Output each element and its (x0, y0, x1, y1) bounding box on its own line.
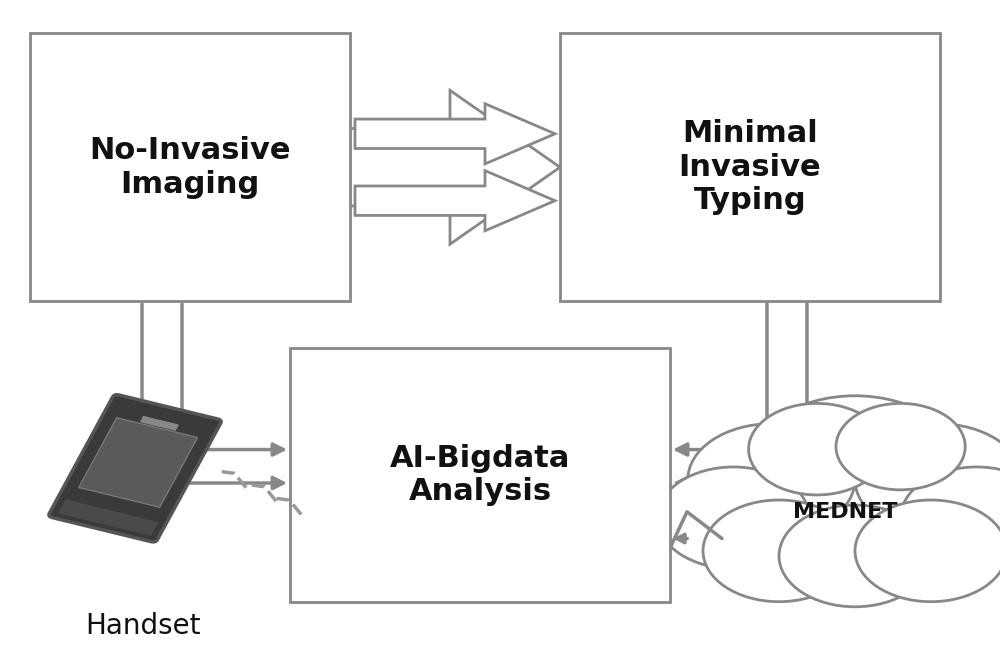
Text: Minimal
Invasive
Typing: Minimal Invasive Typing (679, 119, 821, 215)
Circle shape (855, 423, 1000, 536)
Circle shape (779, 505, 931, 607)
Polygon shape (355, 171, 555, 231)
FancyBboxPatch shape (560, 33, 940, 301)
Circle shape (749, 403, 885, 495)
Text: No-Invasive
Imaging: No-Invasive Imaging (89, 136, 291, 199)
FancyBboxPatch shape (58, 499, 158, 536)
Circle shape (901, 467, 1000, 569)
Circle shape (855, 500, 1000, 601)
FancyBboxPatch shape (30, 33, 350, 301)
FancyBboxPatch shape (141, 417, 178, 430)
Text: MEDNET: MEDNET (793, 502, 897, 522)
Text: Handset: Handset (85, 611, 200, 640)
Circle shape (749, 396, 961, 538)
Circle shape (657, 467, 809, 569)
Circle shape (703, 500, 855, 601)
Polygon shape (358, 110, 552, 224)
FancyBboxPatch shape (79, 417, 198, 507)
Text: AI-Bigdata
Analysis: AI-Bigdata Analysis (390, 444, 570, 506)
FancyBboxPatch shape (290, 348, 670, 602)
Polygon shape (355, 104, 555, 164)
Circle shape (688, 423, 855, 536)
Circle shape (836, 403, 965, 490)
Polygon shape (350, 90, 560, 244)
FancyBboxPatch shape (49, 395, 221, 542)
